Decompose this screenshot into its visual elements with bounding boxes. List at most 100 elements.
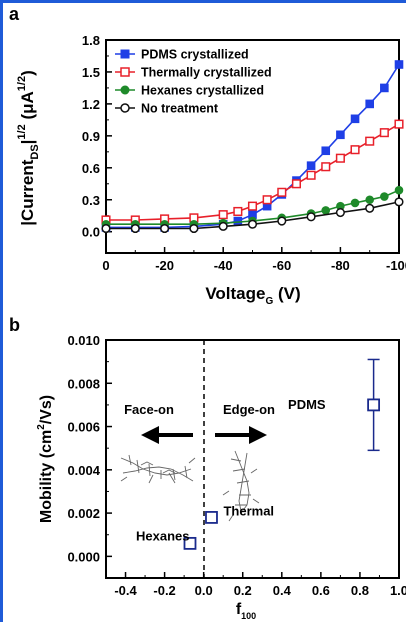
- series-0-point: [321, 146, 331, 156]
- series-2-point: [365, 195, 375, 205]
- panel-a-label: a: [9, 4, 20, 24]
- panel-b-x-tick-label: 0.0: [195, 583, 213, 598]
- point-1: [205, 511, 218, 524]
- series-3-point: [218, 221, 228, 231]
- panel-a-x-tick-label: -80: [331, 258, 350, 273]
- right-arrow-icon: [215, 426, 267, 444]
- panel-a-y-tick-label: 0.9: [82, 129, 100, 144]
- series-0-point: [380, 83, 389, 93]
- series-2-point: [321, 206, 331, 215]
- figure-canvas: a 0 -20 -40 -60 -80 -100 0.0 0.3 0.6 0.9 1.2 1.5 1.8…: [9, 4, 406, 621]
- panel-a-y-tick-label: 1.2: [82, 97, 100, 112]
- panel-a-ticks: 0 -20 -40 -60 -80 -100 0.0 0.3 0.6 0.9 1.2 1.5 1.8: [82, 33, 406, 273]
- series-1-point: [394, 119, 404, 129]
- series-1-point: [277, 187, 287, 197]
- series-3-point: [160, 223, 170, 234]
- left-arrow-icon: [141, 426, 193, 444]
- panel-a-x-tick-label: -40: [214, 258, 233, 273]
- legend-label-0: PDMS crystallized: [141, 48, 249, 62]
- panel-b-y-tick-label: 0.006: [67, 420, 100, 435]
- series-1-point: [306, 170, 316, 180]
- series-3-point: [101, 223, 111, 234]
- legend-label-3: No treatment: [141, 102, 219, 116]
- panel-b-x-axis-label: f100: [236, 601, 256, 621]
- panel-a-x-tick-label: -60: [272, 258, 291, 273]
- panel-a-y-tick-label: 0.6: [82, 161, 100, 176]
- series-3-point: [277, 216, 287, 226]
- series-0-point: [365, 99, 374, 109]
- panel-b-plot-frame: [105, 339, 400, 579]
- panel-b-x-tick-label: -0.2: [153, 583, 175, 598]
- panel-b-y-tick-label: 0.008: [67, 376, 100, 391]
- panel-b: b -0.4 -0.2 0.0 0.2 0.4 0.6 0.8 1.0 0.000 0.002 0.…: [9, 315, 406, 621]
- series-0-point: [394, 60, 404, 69]
- series-0-point: [306, 161, 316, 170]
- series-3-point: [130, 223, 140, 234]
- panel-b-y-tick-label: 0.010: [67, 333, 100, 348]
- series-0-point: [233, 216, 243, 226]
- edge-on-annotation: Edge-on: [223, 402, 275, 417]
- legend-marker-1: [120, 67, 130, 77]
- panel-b-ticks: -0.4 -0.2 0.0 0.2 0.4 0.6 0.8 1.0 0.000 0.002 0.00…: [67, 333, 406, 598]
- panel-a-y-tick-label: 1.5: [82, 65, 100, 80]
- series-3-point: [394, 197, 404, 207]
- series-3-point: [189, 223, 199, 234]
- point-2: [367, 398, 381, 412]
- panel-a: a 0 -20 -40 -60 -80 -100 0.0 0.3 0.6 0.9 1.2 1.5 1.8…: [9, 4, 406, 307]
- panel-a-x-tick-label: -100: [386, 258, 406, 273]
- panel-a-y-tick-label: 0.0: [82, 225, 100, 240]
- series-2-point: [394, 185, 404, 195]
- series-1-point: [218, 210, 228, 220]
- point-label-0: Hexanes: [136, 528, 189, 543]
- panel-b-x-tick-label: 1.0: [390, 583, 406, 598]
- series-3-point: [365, 203, 375, 213]
- series-3-point: [306, 212, 316, 222]
- series-1-point: [262, 195, 272, 205]
- panel-a-y-tick-label: 1.8: [82, 33, 100, 48]
- panel-a-series: [101, 60, 404, 234]
- point-label-1: Thermal: [223, 503, 274, 518]
- panel-b-x-tick-label: 0.2: [234, 583, 252, 598]
- point-0: [183, 536, 197, 550]
- panel-a-y-tick-label: 0.3: [82, 193, 100, 208]
- legend-marker-0: [120, 49, 130, 59]
- panel-b-x-tick-label: 0.8: [351, 583, 369, 598]
- panel-a-x-axis-label: VoltageG (V): [205, 284, 300, 307]
- series-1-point: [321, 162, 331, 172]
- series-3-point: [335, 207, 345, 218]
- panel-a-y-axis-label: |CurrentDS|1/2 (μA1/2): [16, 70, 41, 226]
- series-0-point: [350, 114, 360, 124]
- series-2-point: [350, 198, 360, 208]
- panel-b-x-tick-label: 0.4: [273, 583, 292, 598]
- face-on-molecule-icon: [120, 454, 196, 484]
- panel-b-y-tick-label: 0.000: [67, 549, 100, 564]
- series-0-point: [336, 130, 345, 140]
- panel-a-legend: PDMS crystallized Thermally crystallized H…: [115, 48, 272, 116]
- series-1-point: [247, 201, 258, 211]
- panel-b-x-tick-label: -0.4: [114, 583, 137, 598]
- panel-a-x-tick-label: -20: [155, 258, 174, 273]
- panel-b-points: Hexanes Thermal PDMS: [136, 358, 381, 550]
- panel-b-y-tick-label: 0.002: [67, 506, 100, 521]
- legend-label-2: Hexanes crystallized: [141, 84, 264, 98]
- edge-on-molecule-icon: [222, 450, 260, 522]
- panel-a-x-tick-label: 0: [102, 258, 109, 273]
- series-3-point: [247, 219, 258, 229]
- legend-marker-2: [120, 85, 130, 95]
- panel-b-y-axis-label: Mobility (cm2/Vs): [36, 395, 55, 523]
- panel-b-label: b: [9, 315, 20, 335]
- series-1-point: [365, 136, 375, 146]
- legend-marker-3: [120, 103, 130, 113]
- series-1-point: [379, 128, 389, 138]
- panel-b-x-tick-label: 0.6: [312, 583, 330, 598]
- panel-b-y-tick-label: 0.004: [67, 463, 100, 478]
- face-on-annotation: Face-on: [124, 402, 174, 417]
- series-1-point: [350, 145, 360, 155]
- legend-label-1: Thermally crystallized: [141, 66, 272, 80]
- series-1-point: [233, 206, 243, 217]
- series-1-point: [335, 153, 345, 163]
- series-2-point: [380, 192, 389, 201]
- series-1-point: [291, 179, 301, 189]
- point-label-2: PDMS: [288, 397, 326, 412]
